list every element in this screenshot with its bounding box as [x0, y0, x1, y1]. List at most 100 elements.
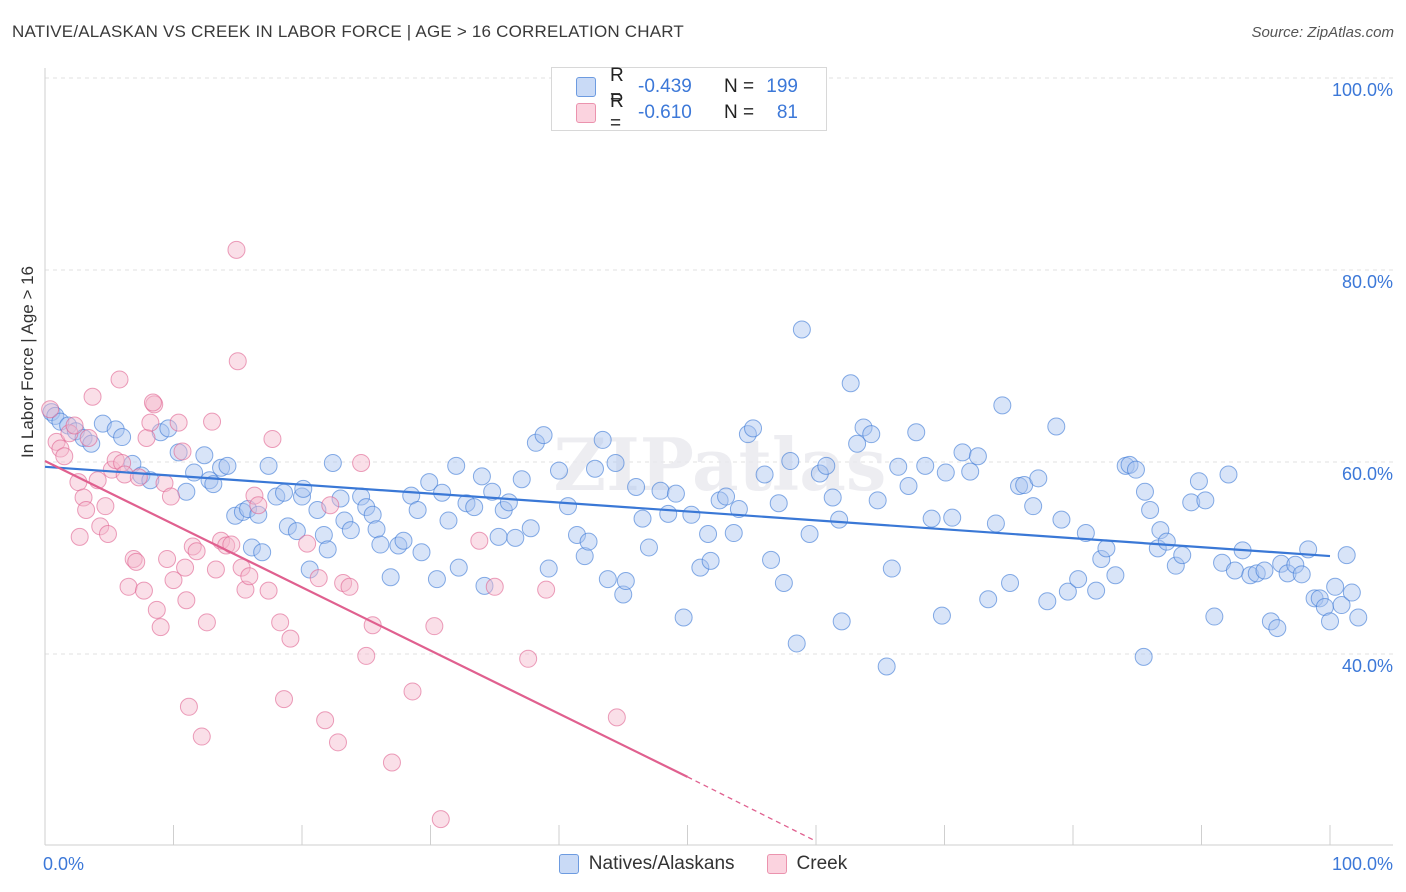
natives-point: [534, 426, 553, 445]
creek-trendline: [44, 460, 688, 778]
creek-point: [470, 531, 489, 550]
natives-point: [341, 521, 360, 540]
natives-point: [381, 568, 400, 587]
natives-point: [253, 543, 272, 562]
natives-point: [1087, 581, 1106, 600]
legend-label-creek: Creek: [796, 853, 848, 874]
natives-point: [953, 443, 972, 462]
natives-point: [936, 463, 955, 482]
natives-point: [287, 522, 306, 541]
natives-point: [367, 520, 386, 539]
legend-swatch-creek: [576, 103, 596, 123]
natives-point: [1010, 477, 1029, 495]
natives-point: [598, 570, 617, 589]
natives-point: [579, 532, 598, 551]
creek-point: [134, 581, 153, 600]
natives-point: [506, 528, 525, 547]
creek-point: [98, 525, 117, 543]
creek-point: [228, 352, 247, 371]
creek-point: [259, 581, 278, 600]
natives-point: [1076, 524, 1095, 543]
creek-point: [41, 400, 60, 419]
n-value: 199: [766, 76, 798, 97]
creek-point: [164, 571, 183, 590]
natives-point: [907, 423, 926, 442]
natives-point: [427, 570, 446, 589]
creek-point: [110, 370, 129, 389]
natives-point: [539, 559, 558, 578]
natives-point: [512, 470, 531, 489]
natives-point: [449, 558, 468, 577]
natives-point: [916, 456, 935, 475]
natives-point: [1092, 549, 1111, 568]
natives-point: [614, 585, 633, 604]
natives-point: [1173, 546, 1192, 565]
natives-point: [1029, 469, 1048, 488]
legend-item-creek[interactable]: Creek: [766, 853, 848, 875]
natives-point: [1332, 596, 1351, 615]
natives-point: [674, 608, 693, 627]
creek-point: [147, 600, 166, 619]
natives-point: [433, 483, 452, 502]
creek-point: [236, 580, 255, 599]
natives-point: [817, 456, 836, 475]
natives-point: [993, 396, 1012, 415]
natives-point: [1106, 566, 1125, 585]
natives-point: [882, 559, 901, 578]
natives-point: [830, 510, 849, 529]
natives-point: [774, 573, 793, 592]
legend-row-natives: R = -0.439 N = 199: [576, 65, 798, 108]
creek-point: [143, 393, 162, 412]
n-value: 81: [776, 102, 798, 123]
natives-point: [113, 428, 132, 447]
creek-point: [403, 682, 422, 701]
natives-point: [318, 540, 337, 559]
legend-item-natives[interactable]: Natives/Alaskans: [558, 853, 735, 875]
natives-point: [606, 453, 625, 472]
natives-point: [357, 498, 376, 517]
natives-point: [1205, 607, 1224, 626]
natives-point: [1166, 556, 1185, 575]
creek-point: [340, 577, 359, 596]
creek-point: [316, 711, 335, 730]
creek-point: [431, 810, 450, 829]
natives-point: [862, 425, 881, 444]
creek-point: [70, 527, 89, 546]
natives-point: [141, 471, 160, 490]
creek-point: [169, 413, 188, 432]
chart-source: Source: ZipAtlas.com: [1251, 24, 1394, 41]
natives-trendline: [44, 465, 1331, 558]
natives-point: [323, 453, 342, 472]
natives-point: [633, 509, 652, 528]
natives-point: [1255, 561, 1274, 580]
natives-point: [218, 456, 237, 475]
natives-point: [1047, 417, 1066, 436]
natives-point: [841, 374, 860, 393]
natives-point: [943, 508, 962, 527]
natives-point: [787, 634, 806, 653]
natives-point: [724, 524, 743, 543]
natives-point: [394, 531, 413, 550]
creek-point: [263, 429, 282, 448]
creek-point: [129, 468, 148, 487]
natives-point: [1058, 582, 1077, 601]
creek-point: [173, 442, 192, 461]
natives-point: [1157, 532, 1176, 551]
creek-point: [328, 733, 347, 752]
natives-point: [1001, 573, 1020, 592]
natives-point: [1310, 589, 1329, 608]
natives-point: [521, 519, 540, 538]
natives-point: [1342, 583, 1361, 602]
natives-point: [1349, 608, 1368, 627]
natives-point: [1292, 565, 1311, 584]
creek-point: [271, 613, 290, 632]
creek-point: [321, 496, 340, 515]
creek-point: [425, 617, 444, 636]
creek-point: [79, 429, 98, 447]
creek-point: [298, 534, 317, 553]
creek-point: [83, 387, 102, 406]
creek-point: [55, 447, 74, 466]
natives-point: [755, 465, 774, 484]
natives-point: [1135, 482, 1154, 501]
creek-point: [151, 618, 170, 637]
